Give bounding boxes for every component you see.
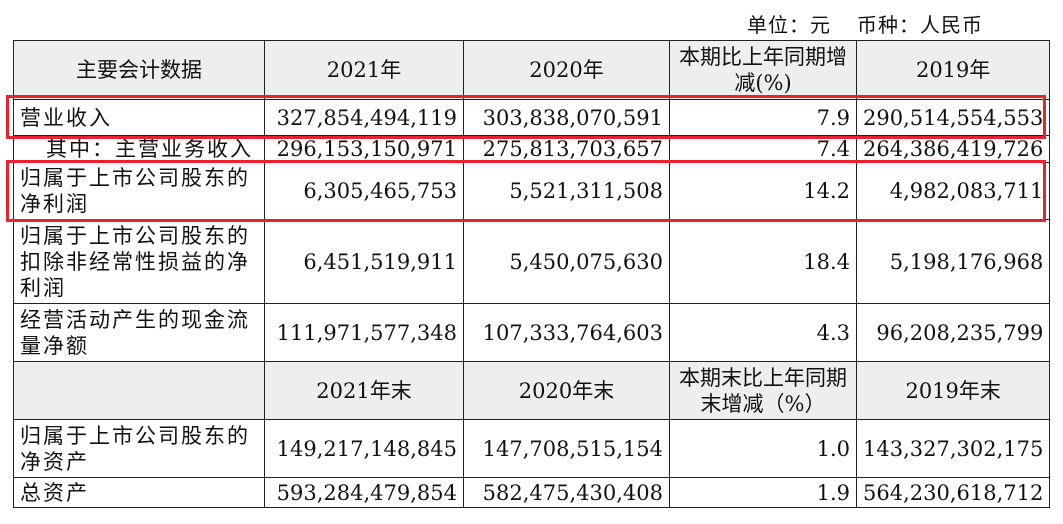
row-label: 总资产 [13, 477, 265, 508]
value-2020: 147,708,515,154 [463, 419, 670, 478]
value-2021: 327,854,494,119 [264, 99, 464, 136]
header-cell: 本期末比上年同期末增减（%） [669, 361, 857, 420]
value-2020: 303,838,070,591 [463, 99, 670, 136]
unit-line: 单位：元 币种：人民币 [747, 9, 983, 38]
table-header-row: 主要会计数据 2021年 2020年 本期比上年同期增减(%) 2019年 [13, 40, 1051, 100]
table-row: 营业收入 327,854,494,119 303,838,070,591 7.9… [13, 99, 1051, 136]
change-pct: 7.9 [669, 99, 857, 136]
header-cell: 主要会计数据 [13, 40, 265, 100]
change-pct: 1.0 [669, 419, 857, 478]
row-label: 归属于上市公司股东的净资产 [13, 419, 265, 478]
accounting-data-table: 主要会计数据 2021年 2020年 本期比上年同期增减(%) 2019年 营业… [13, 40, 1051, 508]
change-pct: 14.2 [669, 162, 857, 220]
table-row: 其中：主营业务收入 296,153,150,971 275,813,703,65… [13, 135, 1051, 163]
value-2020: 5,521,311,508 [463, 162, 670, 220]
value-2019: 290,514,554,553 [855, 99, 1051, 136]
value-2020: 275,813,703,657 [463, 135, 670, 163]
currency-label: 币种：人民币 [857, 13, 983, 37]
row-label: 营业收入 [13, 99, 265, 136]
value-2019: 4,982,083,711 [855, 162, 1051, 220]
header-cell: 2019年末 [855, 361, 1051, 420]
table-row: 归属于上市公司股东的净利润 6,305,465,753 5,521,311,50… [13, 162, 1051, 220]
value-2020: 5,450,075,630 [463, 219, 670, 304]
unit-label: 单位：元 [747, 13, 831, 37]
row-label: 归属于上市公司股东的净利润 [13, 162, 265, 220]
header-cell [13, 361, 265, 420]
header-cell: 2021年 [264, 40, 464, 100]
header-cell: 2020年 [463, 40, 670, 100]
table-row: 归属于上市公司股东的净资产 149,217,148,845 147,708,51… [13, 419, 1051, 478]
value-2019: 96,208,235,799 [855, 303, 1051, 362]
table-row: 归属于上市公司股东的扣除非经常性损益的净利润 6,451,519,911 5,4… [13, 219, 1051, 304]
change-pct: 1.9 [669, 477, 857, 508]
value-2021: 296,153,150,971 [264, 135, 464, 163]
value-2020: 107,333,764,603 [463, 303, 670, 362]
header-cell: 2020年末 [463, 361, 670, 420]
value-2021: 593,284,479,854 [264, 477, 464, 508]
header-cell: 2019年 [855, 40, 1051, 100]
table-row: 总资产 593,284,479,854 582,475,430,408 1.9 … [13, 477, 1051, 508]
value-2021: 6,451,519,911 [264, 219, 464, 304]
value-2020: 582,475,430,408 [463, 477, 670, 508]
value-2019: 564,230,618,712 [855, 477, 1051, 508]
value-2019: 143,327,302,175 [855, 419, 1051, 478]
row-label: 其中：主营业务收入 [13, 135, 265, 163]
table-header-row: 2021年末 2020年末 本期末比上年同期末增减（%） 2019年末 [13, 361, 1051, 420]
value-2021: 149,217,148,845 [264, 419, 464, 478]
change-pct: 18.4 [669, 219, 857, 304]
header-cell: 2021年末 [264, 361, 464, 420]
row-label: 归属于上市公司股东的扣除非经常性损益的净利润 [13, 219, 265, 304]
value-2019: 5,198,176,968 [855, 219, 1051, 304]
change-pct: 4.3 [669, 303, 857, 362]
change-pct: 7.4 [669, 135, 857, 163]
value-2021: 6,305,465,753 [264, 162, 464, 220]
row-label: 经营活动产生的现金流量净额 [13, 303, 265, 362]
value-2019: 264,386,419,726 [855, 135, 1051, 163]
header-cell: 本期比上年同期增减(%) [669, 40, 857, 100]
value-2021: 111,971,577,348 [264, 303, 464, 362]
table-row: 经营活动产生的现金流量净额 111,971,577,348 107,333,76… [13, 303, 1051, 362]
